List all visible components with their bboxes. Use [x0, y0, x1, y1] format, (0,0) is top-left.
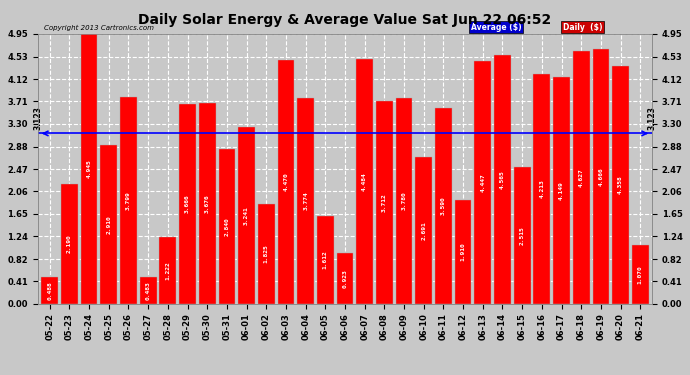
Bar	[140, 278, 157, 304]
Text: 3.590: 3.590	[441, 196, 446, 215]
Text: 3.241: 3.241	[244, 206, 249, 225]
Text: 4.627: 4.627	[579, 168, 584, 187]
Bar	[258, 204, 275, 304]
Bar	[101, 145, 117, 304]
Text: 3.799: 3.799	[126, 191, 131, 210]
Text: 3.666: 3.666	[185, 194, 190, 213]
Text: 2.910: 2.910	[106, 215, 111, 234]
Bar	[573, 51, 589, 304]
Text: 4.470: 4.470	[284, 172, 288, 191]
Text: 3.774: 3.774	[303, 192, 308, 210]
Text: 0.483: 0.483	[146, 281, 150, 300]
Bar	[356, 59, 373, 304]
Text: Copyright 2013 Cartronics.com: Copyright 2013 Cartronics.com	[44, 25, 154, 31]
Bar	[238, 127, 255, 304]
Bar	[475, 61, 491, 304]
Text: 4.484: 4.484	[362, 172, 367, 191]
Text: 3.712: 3.712	[382, 193, 387, 212]
Bar	[120, 96, 137, 304]
Text: 1.910: 1.910	[461, 242, 466, 261]
Bar	[179, 104, 196, 304]
Bar	[41, 277, 58, 304]
Text: 4.666: 4.666	[598, 167, 603, 186]
Text: 4.565: 4.565	[500, 170, 505, 189]
Text: 3.780: 3.780	[402, 191, 406, 210]
Bar	[553, 78, 570, 304]
Bar	[533, 74, 550, 304]
Text: 4.447: 4.447	[480, 173, 485, 192]
Text: 1.825: 1.825	[264, 244, 269, 263]
Text: Average ($): Average ($)	[471, 22, 522, 32]
Text: Daily  ($): Daily ($)	[563, 22, 602, 32]
Text: 4.358: 4.358	[618, 176, 623, 194]
Bar	[593, 49, 609, 304]
Text: 2.840: 2.840	[224, 217, 229, 236]
Bar	[455, 200, 471, 304]
Bar	[337, 254, 353, 304]
Bar	[494, 55, 511, 304]
Bar	[632, 245, 649, 304]
Bar	[395, 98, 413, 304]
Bar	[159, 237, 176, 304]
Text: 4.213: 4.213	[540, 180, 544, 198]
Bar	[514, 166, 531, 304]
Text: 4.945: 4.945	[87, 159, 92, 178]
Bar	[277, 60, 295, 304]
Bar	[219, 149, 235, 304]
Bar	[376, 101, 393, 304]
Bar	[199, 103, 215, 304]
Bar	[61, 184, 78, 304]
Bar	[612, 66, 629, 304]
Text: 2.515: 2.515	[520, 226, 524, 245]
Text: 1.612: 1.612	[323, 251, 328, 269]
Text: 3.676: 3.676	[205, 194, 210, 213]
Text: Daily Solar Energy & Average Value Sat Jun 22 06:52: Daily Solar Energy & Average Value Sat J…	[139, 13, 551, 27]
Text: 3.123: 3.123	[647, 106, 656, 130]
Bar	[415, 157, 432, 304]
Bar	[435, 108, 452, 304]
Text: 0.488: 0.488	[47, 281, 52, 300]
Text: 2.190: 2.190	[67, 235, 72, 254]
Text: 3.123: 3.123	[34, 106, 43, 130]
Text: 4.149: 4.149	[559, 181, 564, 200]
Bar	[317, 216, 334, 304]
Bar	[297, 98, 314, 304]
Text: 0.923: 0.923	[342, 269, 348, 288]
Bar	[81, 34, 97, 304]
Text: 1.070: 1.070	[638, 265, 643, 284]
Text: 1.222: 1.222	[166, 261, 170, 280]
Text: 2.691: 2.691	[421, 221, 426, 240]
